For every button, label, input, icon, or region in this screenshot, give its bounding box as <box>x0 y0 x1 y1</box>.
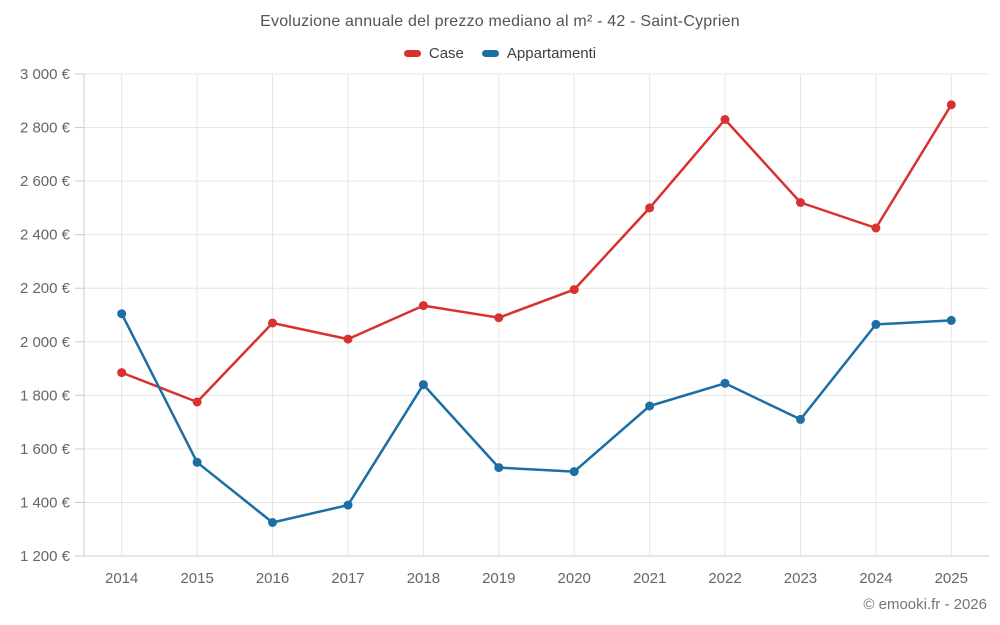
data-point-case-2017[interactable] <box>343 334 353 344</box>
x-axis-label: 2015 <box>180 570 213 587</box>
data-point-case-2016[interactable] <box>268 318 277 328</box>
chart-title: Evoluzione annuale del prezzo mediano al… <box>260 13 740 30</box>
data-point-appartamenti-2016[interactable] <box>268 518 277 527</box>
y-axis-label: 1 400 € <box>20 494 71 511</box>
data-point-case-2014[interactable] <box>117 368 127 378</box>
x-axis-label: 2014 <box>105 570 138 587</box>
x-axis-label: 2020 <box>558 570 591 587</box>
x-axis-label: 2016 <box>256 570 289 587</box>
x-axis-label: 2019 <box>482 570 515 587</box>
data-point-appartamenti-2020[interactable] <box>569 467 579 477</box>
data-point-appartamenti-2019[interactable] <box>494 463 504 473</box>
series-line-appartamenti <box>120 312 953 524</box>
legend-label-case: Case <box>428 45 464 62</box>
y-axis-label: 2 200 € <box>20 280 71 297</box>
data-point-appartamenti-2018[interactable] <box>418 380 428 390</box>
data-point-appartamenti-2025[interactable] <box>946 315 956 325</box>
data-point-appartamenti-2024[interactable] <box>871 319 881 329</box>
y-axis-label: 2 600 € <box>20 173 71 190</box>
y-axis-label: 1 600 € <box>20 441 71 458</box>
x-axis-label: 2017 <box>331 570 364 587</box>
x-axis-label: 2022 <box>708 570 741 587</box>
data-point-case-2015[interactable] <box>192 397 202 407</box>
data-point-case-2019[interactable] <box>494 313 504 323</box>
y-axis-label: 2 000 € <box>20 334 71 351</box>
data-point-appartamenti-2022[interactable] <box>720 378 730 388</box>
data-point-appartamenti-2023[interactable] <box>796 414 805 424</box>
legend-item-case[interactable]: Case <box>403 45 464 62</box>
data-point-case-2024[interactable] <box>871 223 881 233</box>
data-point-case-2021[interactable] <box>645 203 655 213</box>
copyright-credit: © emooki.fr - 2026 <box>863 596 987 613</box>
appartamenti-series-swatch-icon <box>481 50 499 57</box>
x-axis-label: 2025 <box>935 570 968 587</box>
data-point-appartamenti-2021[interactable] <box>645 401 655 411</box>
y-axis-label: 1 800 € <box>20 387 71 404</box>
x-axis-label: 2023 <box>784 570 817 587</box>
y-axis-label: 1 200 € <box>20 548 71 565</box>
x-axis-label: 2018 <box>407 570 440 587</box>
data-point-case-2018[interactable] <box>418 301 428 311</box>
y-axis-label: 2 800 € <box>20 120 71 137</box>
data-point-appartamenti-2015[interactable] <box>192 457 202 467</box>
data-point-appartamenti-2014[interactable] <box>117 309 127 319</box>
y-axis-label: 2 400 € <box>20 227 71 244</box>
case-series-swatch-icon <box>403 50 421 57</box>
data-point-case-2022[interactable] <box>720 115 730 124</box>
data-point-case-2020[interactable] <box>569 285 579 295</box>
legend-label-appartamenti: Appartamenti <box>506 45 597 62</box>
x-axis-label: 2021 <box>633 570 666 587</box>
data-point-appartamenti-2017[interactable] <box>343 500 353 510</box>
data-point-case-2025[interactable] <box>946 100 956 110</box>
series-line-case <box>120 103 953 404</box>
x-axis-label: 2024 <box>859 570 892 587</box>
data-point-case-2023[interactable] <box>796 198 805 207</box>
y-axis-label: 3 000 € <box>20 66 71 83</box>
legend-item-appartamenti[interactable]: Appartamenti <box>481 45 597 62</box>
legend: Case Appartamenti <box>0 45 1000 62</box>
